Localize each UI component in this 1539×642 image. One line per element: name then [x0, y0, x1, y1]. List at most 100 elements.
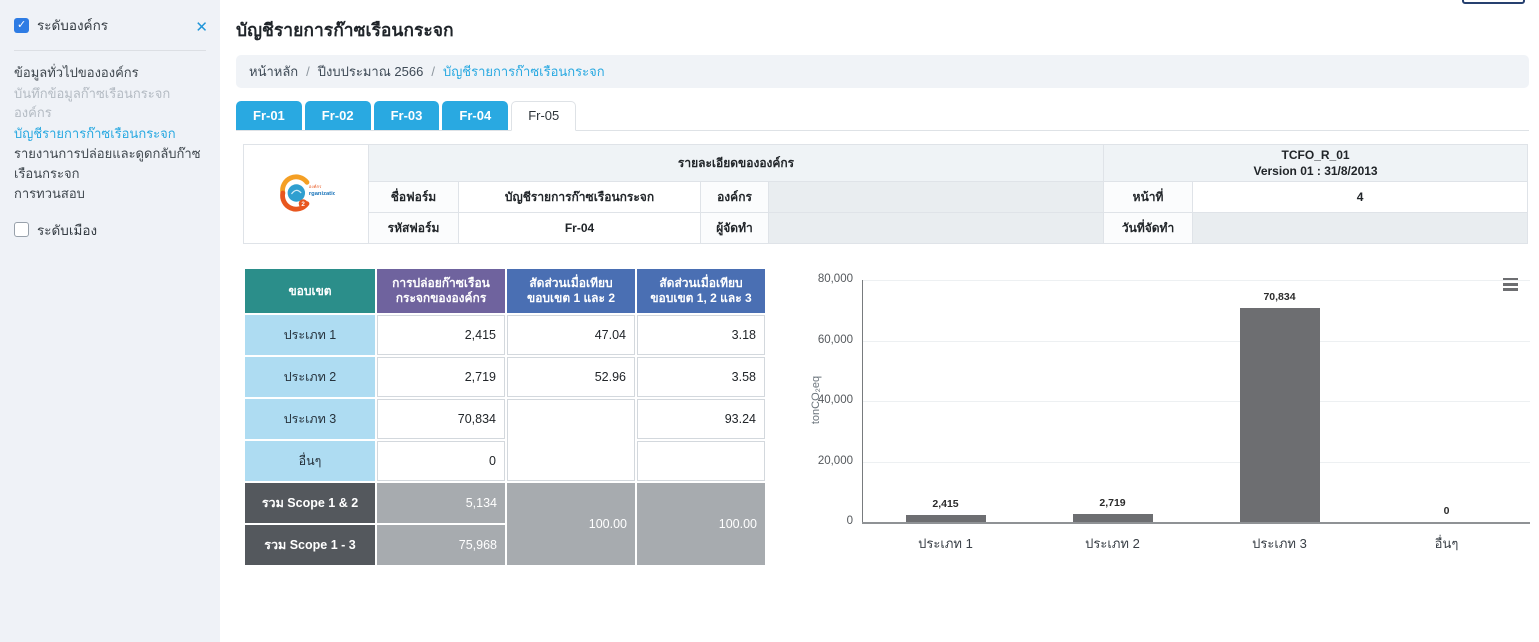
bar[interactable]: [1072, 514, 1153, 523]
form-header-table: องค์กร rganization 2 รายละเอียดขององค์กร…: [243, 143, 1529, 245]
table-row: อื่นๆ 0: [245, 441, 765, 482]
summary-label: รวม Scope 1 & 2: [245, 483, 375, 524]
form-code-value: Fr-04: [458, 212, 701, 245]
breadcrumb-separator: /: [431, 64, 435, 79]
page-number-label: หน้าที่: [1103, 181, 1194, 214]
x-axis-line: [862, 522, 1530, 525]
tab-fr-02[interactable]: Fr-02: [304, 101, 371, 130]
doc-version: Version 01 : 31/8/2013: [1253, 164, 1378, 179]
page-title: บัญชีรายการก๊าซเรือนกระจก: [236, 20, 454, 40]
sidebar-item-ghg-data-entry: บันทึกข้อมูลก๊าซเรือนกระจกองค์กร: [14, 85, 171, 121]
y-axis-tick: 80,000: [817, 273, 853, 286]
bar-value-label: 70,834: [1263, 291, 1296, 304]
gridline: [862, 280, 1530, 282]
form-name-value: บัญชีรายการก๊าซเรือนกระจก: [458, 181, 701, 214]
summary-share123: 100.00: [637, 483, 765, 566]
bar[interactable]: [1239, 308, 1320, 523]
bar-chart: tonCO₂eq 0 20,000 40,000 60,000 80,000 2,415 ป…: [803, 267, 1539, 567]
organization-logo: องค์กร rganization 2: [243, 143, 369, 245]
org-value: [767, 181, 1105, 214]
breadcrumb-home[interactable]: หน้าหลัก: [249, 64, 299, 79]
col-header-share-1-2-3: สัดส่วนเมื่อเทียบขอบเขต 1, 2 และ 3: [637, 269, 765, 314]
svg-text:2: 2: [301, 201, 305, 208]
table-row: ประเภท 2 2,719 52.96 3.58: [245, 357, 765, 398]
city-level-checkbox[interactable]: [14, 222, 29, 237]
share123-value: [637, 441, 765, 482]
summary-label: รวม Scope 1 - 3: [245, 525, 375, 566]
summary-emission: 75,968: [377, 525, 505, 566]
carbon-org-logo-icon: องค์กร rganization 2: [280, 174, 340, 212]
tab-bar: Fr-01 Fr-02 Fr-03 Fr-04 Fr-05: [236, 101, 1529, 131]
tab-fr-01[interactable]: Fr-01: [236, 101, 302, 130]
date-label: วันที่จัดทำ: [1103, 212, 1194, 245]
author-value: [767, 212, 1105, 245]
share12-value: 47.04: [507, 315, 635, 356]
y-axis-tick: 60,000: [817, 333, 853, 346]
summary-share12: 100.00: [507, 483, 635, 566]
sidebar-item-ghg-inventory[interactable]: บัญชีรายการก๊าซเรือนกระจก: [14, 125, 176, 141]
doc-code: TCFO_R_01: [1281, 148, 1350, 162]
bar-value-label: 0: [1443, 505, 1450, 518]
x-axis-label: ประเภท 1: [918, 536, 973, 552]
bar[interactable]: [905, 515, 986, 523]
emission-value: 2,415: [377, 315, 505, 356]
share123-value: 3.58: [637, 357, 765, 398]
partial-button[interactable]: [1462, 0, 1525, 4]
row-label: ประเภท 1: [245, 315, 375, 356]
breadcrumb-current[interactable]: บัญชีรายการก๊าซเรือนกระจก: [442, 64, 605, 79]
row-label: ประเภท 2: [245, 357, 375, 398]
table-row: ประเภท 3 70,834 93.24: [245, 399, 765, 482]
x-axis-label: ประเภท 3: [1252, 536, 1307, 552]
emission-value: 70,834: [377, 399, 505, 440]
x-axis-label: ประเภท 2: [1085, 536, 1140, 552]
city-level-label: ระดับเมือง: [37, 222, 98, 238]
share12-value: 52.96: [507, 357, 635, 398]
col-header-share-1-2: สัดส่วนเมื่อเทียบขอบเขต 1 และ 2: [507, 269, 635, 314]
tab-fr-05[interactable]: Fr-05: [511, 101, 577, 131]
document-code-cell: TCFO_R_01 Version 01 : 31/8/2013: [1103, 143, 1529, 183]
report-section: ขอบเขต การปล่อยก๊าซเรือนกระจกขององค์กร ส…: [243, 267, 1530, 567]
sidebar-item-emission-report[interactable]: รายงานการปล่อยและดูดกลับก๊าซเรือนกระจก: [14, 146, 201, 181]
form-name-label: ชื่อฟอร์ม: [368, 181, 459, 214]
main-content: บัญชีรายการก๊าซเรือนกระจก หน้าหลัก / ปีง…: [220, 0, 1539, 642]
close-icon[interactable]: ✕: [195, 19, 208, 36]
summary-emission: 5,134: [377, 483, 505, 524]
breadcrumb: หน้าหลัก / ปีงบประมาณ 2566 / บัญชีรายการ…: [236, 55, 1529, 88]
org-level-checkbox[interactable]: [14, 17, 29, 33]
y-axis-line: [862, 280, 863, 523]
svg-text:องค์กร: องค์กร: [309, 184, 322, 189]
col-header-scope: ขอบเขต: [245, 269, 375, 314]
tab-fr-03[interactable]: Fr-03: [373, 101, 440, 130]
page-number-value: 4: [1192, 181, 1529, 214]
gridline: [862, 401, 1530, 403]
chart-menu-icon[interactable]: [1503, 278, 1518, 293]
row-label: อื่นๆ: [245, 441, 375, 482]
breadcrumb-fiscal-year[interactable]: ปีงบประมาณ 2566: [317, 64, 424, 79]
sidebar-divider: [14, 50, 206, 51]
sidebar-item-verification[interactable]: การทวนสอบ: [14, 186, 85, 201]
bar-value-label: 2,719: [1099, 497, 1126, 510]
y-axis-tick: 40,000: [817, 394, 853, 407]
share123-value: 93.24: [637, 399, 765, 440]
sidebar: ✕ ระดับองค์กร ข้อมูลทั่วไปขององค์กร บันท…: [0, 0, 220, 642]
gridline: [862, 340, 1530, 342]
tab-fr-04[interactable]: Fr-04: [442, 101, 509, 130]
share123-value: 3.18: [637, 315, 765, 356]
col-header-emission: การปล่อยก๊าซเรือนกระจกขององค์กร: [377, 269, 505, 314]
gridline: [862, 461, 1530, 463]
scope-table: ขอบเขต การปล่อยก๊าซเรือนกระจกขององค์กร ส…: [243, 267, 767, 567]
details-header: รายละเอียดขององค์กร: [367, 143, 1105, 183]
emission-value: 2,719: [377, 357, 505, 398]
emission-value: 0: [377, 441, 505, 482]
date-value: [1192, 212, 1529, 245]
bar-value-label: 2,415: [932, 498, 959, 511]
form-code-label: รหัสฟอร์ม: [368, 212, 459, 245]
svg-text:rganization: rganization: [309, 191, 335, 197]
sidebar-item-general-info[interactable]: ข้อมูลทั่วไปขององค์กร: [14, 65, 139, 80]
summary-row: รวม Scope 1 - 3 75,968: [245, 525, 765, 566]
x-axis-label: อื่นๆ: [1434, 536, 1459, 552]
table-row: ประเภท 1 2,415 47.04 3.18: [245, 315, 765, 356]
author-label: ผู้จัดทำ: [700, 212, 769, 245]
summary-row: รวม Scope 1 & 2 5,134 100.00 100.00: [245, 483, 765, 566]
org-level-row: ระดับองค์กร: [14, 14, 206, 36]
